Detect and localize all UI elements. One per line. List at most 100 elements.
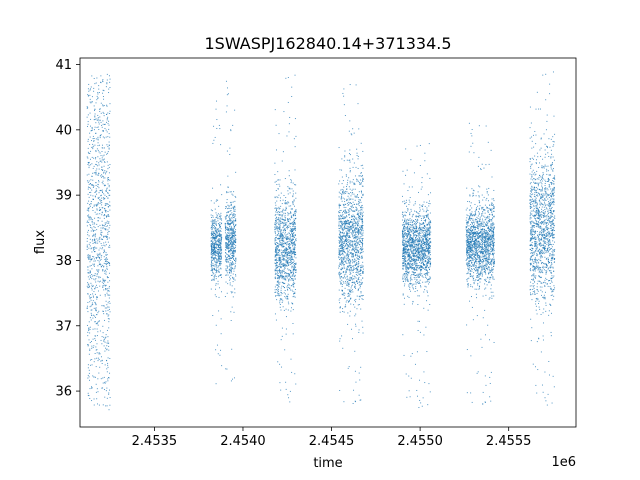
- data-point: [227, 238, 229, 240]
- data-point: [93, 361, 95, 363]
- data-point: [220, 212, 222, 214]
- data-point: [109, 280, 111, 282]
- data-point: [285, 249, 287, 251]
- data-point: [102, 310, 104, 312]
- data-point: [221, 194, 223, 196]
- data-point: [279, 276, 281, 278]
- data-point: [220, 268, 222, 270]
- data-point: [102, 377, 104, 379]
- data-point: [279, 302, 281, 304]
- data-point: [410, 221, 412, 223]
- data-point: [106, 329, 108, 331]
- data-point: [286, 242, 288, 244]
- data-point: [418, 276, 420, 278]
- data-point: [227, 211, 229, 213]
- data-point: [278, 224, 280, 226]
- data-point: [99, 276, 101, 278]
- data-point: [359, 256, 361, 258]
- data-point: [288, 255, 290, 257]
- data-point: [291, 96, 293, 97]
- data-point: [275, 213, 277, 215]
- data-point: [107, 342, 109, 344]
- data-point: [359, 249, 361, 251]
- data-point: [344, 223, 346, 225]
- data-point: [231, 241, 233, 243]
- data-point: [294, 169, 296, 171]
- data-point: [104, 281, 106, 283]
- data-point: [344, 250, 346, 252]
- data-point: [94, 246, 96, 248]
- data-point: [354, 182, 355, 184]
- data-point: [424, 273, 426, 275]
- data-point: [286, 249, 288, 251]
- data-point: [291, 256, 293, 258]
- data-point: [280, 260, 282, 262]
- data-point: [291, 252, 293, 254]
- data-point: [358, 224, 360, 226]
- data-point: [290, 257, 292, 259]
- data-point: [349, 310, 351, 312]
- data-point: [343, 251, 345, 253]
- data-point: [295, 210, 297, 212]
- data-point: [353, 240, 355, 242]
- data-point: [291, 231, 293, 233]
- data-point: [210, 245, 212, 247]
- data-point: [274, 278, 276, 280]
- data-point: [294, 373, 296, 375]
- data-point: [348, 241, 350, 243]
- data-point: [92, 295, 94, 297]
- data-point: [342, 235, 344, 237]
- data-point: [352, 260, 354, 262]
- data-point: [343, 160, 345, 162]
- data-point: [289, 218, 291, 220]
- data-point: [345, 236, 347, 238]
- data-point: [233, 244, 235, 246]
- data-point: [100, 356, 102, 358]
- data-point: [220, 240, 222, 242]
- data-point: [361, 272, 363, 274]
- data-point: [362, 174, 364, 176]
- data-point: [294, 291, 296, 293]
- data-point: [230, 275, 232, 277]
- data-point: [274, 224, 276, 226]
- data-point: [283, 287, 285, 289]
- data-point: [285, 276, 287, 278]
- data-point: [213, 259, 215, 261]
- data-point: [212, 315, 214, 317]
- data-point: [277, 254, 279, 256]
- data-point: [283, 277, 285, 279]
- data-point: [349, 167, 351, 169]
- data-point: [99, 199, 101, 201]
- data-point: [280, 222, 282, 224]
- data-point: [360, 266, 362, 268]
- data-point: [219, 247, 221, 249]
- data-point: [292, 182, 294, 184]
- data-point: [418, 233, 420, 235]
- data-point: [354, 282, 356, 284]
- data-point: [211, 219, 213, 221]
- data-point: [282, 251, 284, 253]
- data-point: [285, 328, 287, 330]
- data-point: [416, 255, 418, 257]
- data-point: [339, 210, 341, 212]
- data-point: [86, 240, 88, 242]
- data-point: [345, 175, 347, 177]
- data-point: [339, 254, 341, 256]
- data-point: [402, 239, 404, 241]
- data-point: [231, 348, 233, 350]
- data-point: [230, 269, 232, 271]
- data-point: [234, 207, 236, 209]
- data-point: [281, 215, 283, 217]
- data-point: [354, 234, 356, 236]
- data-point: [279, 271, 281, 273]
- data-point: [98, 196, 100, 198]
- data-point: [212, 249, 214, 251]
- data-point: [104, 259, 106, 261]
- data-point: [348, 228, 350, 230]
- data-point: [216, 271, 218, 273]
- data-point: [212, 244, 214, 246]
- data-point: [356, 262, 358, 264]
- data-point: [234, 266, 236, 268]
- data-point: [99, 213, 101, 215]
- data-point: [292, 215, 294, 217]
